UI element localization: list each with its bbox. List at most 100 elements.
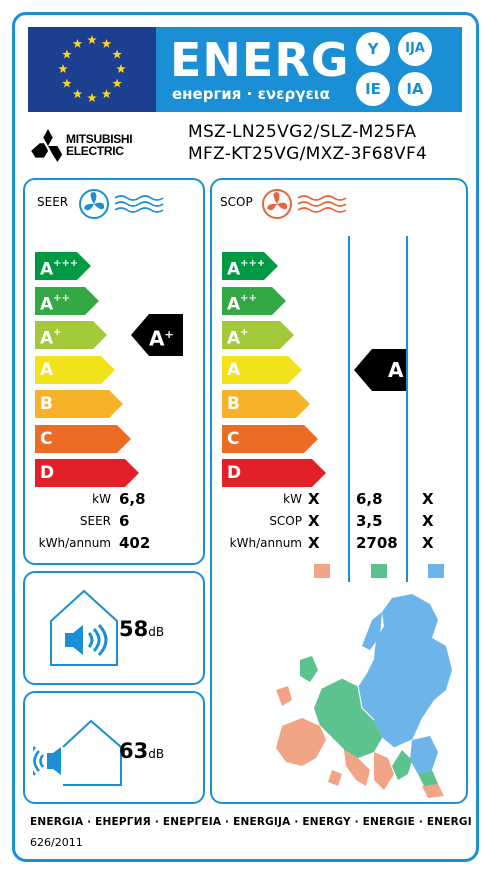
heating-class-bar: B bbox=[222, 390, 310, 418]
heating-row-value: 3,5 bbox=[356, 512, 383, 530]
eu-star-icon bbox=[116, 64, 126, 73]
heating-row-label: kW bbox=[283, 492, 302, 506]
europe-climate-zones-map bbox=[276, 594, 452, 798]
heating-bar-tip bbox=[312, 459, 326, 487]
heating-row-value: 6,8 bbox=[356, 490, 383, 508]
indoor-noise-value: 58dB bbox=[119, 617, 164, 641]
outdoor-noise-value: 63dB bbox=[119, 739, 164, 763]
logo-line-1: MITSUBISHI bbox=[66, 132, 133, 146]
indoor-noise-panel: 58dB bbox=[23, 571, 205, 685]
eu-star-icon bbox=[87, 35, 97, 44]
heating-class-label: C bbox=[227, 428, 240, 449]
model-line-2: MFZ-KT25VG/MXZ-3F68VF4 bbox=[188, 144, 428, 164]
cooling-class-bar: A+ bbox=[35, 321, 107, 349]
eu-star-icon bbox=[72, 38, 83, 48]
heating-row-value: X bbox=[308, 512, 320, 530]
cooling-panel: SEER A+++ A++ A+ A B C D A+ kW 6,8 SEER 6 kWh/annum… bbox=[23, 178, 205, 565]
eu-star-icon bbox=[112, 78, 122, 88]
eu-stars bbox=[58, 35, 126, 102]
heating-bar-tip bbox=[296, 390, 310, 418]
suffix-ie: IE bbox=[356, 72, 390, 106]
outdoor-db-number: 63 bbox=[119, 739, 149, 763]
cooling-class-sup: +++ bbox=[53, 258, 79, 269]
heating-row-value: X bbox=[308, 490, 320, 508]
cooling-class-bar: A++ bbox=[35, 286, 99, 315]
cooling-bar-tip bbox=[85, 286, 99, 315]
suffix-ia: IA bbox=[398, 72, 432, 106]
indoor-speaker-icon bbox=[50, 589, 118, 666]
heating-bar-tip bbox=[304, 424, 318, 453]
heating-class-sup: + bbox=[240, 327, 249, 338]
heating-class-bar: A bbox=[222, 355, 302, 384]
heating-title: SCOP bbox=[220, 195, 253, 209]
outdoor-speaker-icon bbox=[33, 719, 122, 786]
footer-languages: ENERGIA · ЕНЕРГИЯ · ΕΝΕΡΓΕΙΑ · ENERGIJA … bbox=[30, 816, 472, 828]
cooling-class-bar: C bbox=[35, 424, 131, 453]
eu-star-icon bbox=[62, 49, 72, 59]
eu-star-icon bbox=[87, 93, 97, 102]
heating-rating-text: A bbox=[388, 357, 404, 382]
cooling-bar-tip bbox=[117, 424, 131, 453]
cooling-bar-tip bbox=[101, 355, 115, 384]
heating-class-label: D bbox=[227, 463, 242, 483]
heating-class-sup: ++ bbox=[240, 292, 257, 304]
model-line-1: MSZ-LN25VG2/SLZ-M25FA bbox=[188, 122, 417, 142]
cooling-bar-tip bbox=[109, 390, 123, 418]
cooling-class-label: A bbox=[40, 294, 54, 315]
energy-word: ENERG bbox=[170, 33, 350, 87]
heating-class-label: A bbox=[227, 328, 241, 349]
heating-row-label: SCOP bbox=[269, 514, 302, 528]
fan-heating-icon bbox=[262, 189, 347, 219]
heating-row-value: X bbox=[308, 534, 320, 552]
heating-bar-tip bbox=[288, 355, 302, 384]
cooling-row-label: SEER bbox=[79, 514, 111, 528]
indoor-db-unit: dB bbox=[148, 625, 165, 639]
heating-class-bar: A+++ bbox=[222, 252, 278, 280]
cooling-row-value: 6,8 bbox=[119, 490, 146, 508]
cooling-bar-tip bbox=[125, 459, 139, 487]
cooling-class-label: B bbox=[40, 394, 53, 414]
zone-divider-1 bbox=[348, 236, 350, 582]
heating-row-value: 2708 bbox=[356, 534, 398, 552]
zone-swatch-average bbox=[371, 564, 387, 578]
heating-class-bar: A+ bbox=[222, 321, 294, 349]
zone-swatch-warmer bbox=[314, 564, 330, 578]
eu-star-icon bbox=[101, 89, 112, 99]
energy-title-banner: ENERG енергия · ενεργεια Y IJA IE IA bbox=[156, 27, 462, 112]
cooling-class-bar: A+++ bbox=[35, 252, 91, 280]
heating-row-label: kWh/annum bbox=[229, 536, 302, 550]
indoor-db-number: 58 bbox=[119, 617, 149, 641]
cooling-class-sup: ++ bbox=[53, 292, 70, 304]
cooling-bar-tip bbox=[77, 252, 91, 280]
logo-line-2: ELECTRIC bbox=[66, 144, 124, 158]
heating-row-value: X bbox=[422, 512, 434, 530]
heating-class-label: A bbox=[227, 359, 241, 380]
suffix-y: Y bbox=[356, 32, 390, 66]
heating-class-sup: +++ bbox=[240, 258, 266, 269]
fan-cooling-icon bbox=[79, 189, 164, 219]
eu-star-icon bbox=[72, 89, 83, 99]
cooling-class-bar: B bbox=[35, 390, 123, 418]
cooling-row-label: kWh/annum bbox=[38, 536, 111, 550]
suffix-ija: IJA bbox=[398, 32, 432, 66]
cooling-class-sup: + bbox=[53, 327, 62, 338]
cooling-class-label: D bbox=[40, 463, 55, 483]
cooling-row-label: kW bbox=[92, 492, 111, 506]
logo-text: MITSUBISHI ELECTRIC bbox=[66, 132, 133, 158]
cooling-row-value: 402 bbox=[119, 534, 151, 552]
cooling-class-bar: A bbox=[35, 355, 115, 384]
heating-rating-arrow: A bbox=[354, 348, 406, 391]
mitsubishi-logo-icon bbox=[31, 128, 63, 162]
cooling-class-label: A bbox=[40, 259, 54, 280]
eu-star-icon bbox=[58, 64, 68, 73]
eu-flag-icon bbox=[28, 27, 156, 112]
heating-class-label: A bbox=[227, 259, 241, 280]
energy-subtitle: енергия · ενεργεια bbox=[172, 85, 330, 103]
cooling-class-bar: D bbox=[35, 459, 139, 487]
cooling-rating-text: A+ bbox=[149, 326, 174, 351]
heating-class-label: B bbox=[227, 394, 240, 414]
heating-class-bar: C bbox=[222, 424, 318, 453]
regulation-number: 626/2011 bbox=[30, 836, 83, 849]
heating-class-label: A bbox=[227, 294, 241, 315]
